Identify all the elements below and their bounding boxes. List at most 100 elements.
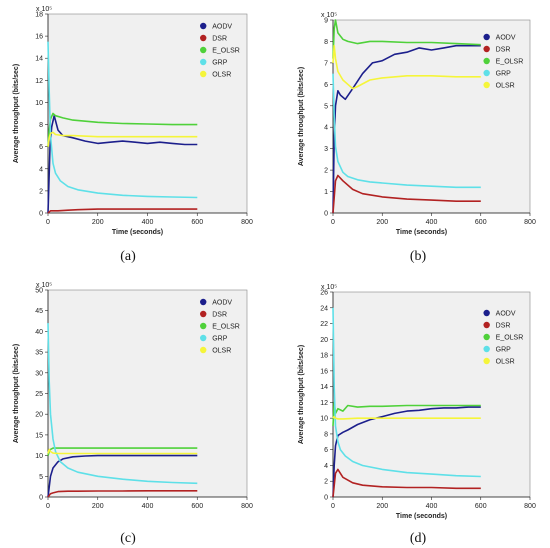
x-tick-label: 600 bbox=[475, 503, 487, 510]
y-tick-label: 0 bbox=[39, 211, 43, 218]
x-tick-label: 800 bbox=[524, 503, 536, 510]
plot-area bbox=[47, 289, 248, 498]
y-tick-label: 5 bbox=[39, 474, 43, 481]
y-tick-label: 9 bbox=[324, 18, 328, 25]
x-tick-label: 600 bbox=[475, 219, 487, 226]
series-line-olsr bbox=[47, 448, 198, 455]
y-tick-label: 3 bbox=[324, 146, 328, 153]
y-tick-label: 30 bbox=[35, 370, 43, 377]
y-tick-label: 35 bbox=[35, 350, 43, 357]
legend-label-aodv: AODV bbox=[496, 35, 516, 42]
x-tick-label: 600 bbox=[191, 219, 203, 226]
axis-multiplier: x 10⁵ bbox=[36, 282, 52, 289]
legend-marker-aodv bbox=[200, 298, 207, 306]
x-tick-label: 600 bbox=[191, 503, 203, 510]
legend-label-e-olsr: E_OLSR bbox=[496, 335, 524, 342]
x-tick-label: 0 bbox=[331, 503, 335, 510]
legend-marker-olsr bbox=[200, 70, 207, 78]
x-tick-label: 0 bbox=[46, 219, 50, 226]
y-axis-label: Average throughput (bits/sec) bbox=[13, 64, 20, 163]
series-line-olsr bbox=[332, 415, 481, 420]
x-tick-label: 200 bbox=[92, 219, 104, 226]
legend-marker-aodv bbox=[483, 309, 490, 317]
legend-label-dsr: DSR bbox=[496, 323, 511, 330]
legend-label-dsr: DSR bbox=[212, 36, 227, 43]
y-tick-label: 2 bbox=[39, 188, 43, 195]
y-tick-label: 12 bbox=[35, 78, 43, 85]
legend-label-e-olsr: E_OLSR bbox=[212, 48, 240, 55]
x-tick-label: 800 bbox=[241, 219, 253, 226]
y-tick-label: 0 bbox=[324, 495, 328, 502]
y-tick-label: 0 bbox=[39, 495, 43, 502]
x-tick-label: 200 bbox=[376, 219, 388, 226]
chart-panel-a: 0 2 4 6 8 10 12 14 16 18 0 200 400 600 800 x 10⁵ Time (s… bbox=[13, 6, 253, 264]
legend-marker-olsr bbox=[483, 81, 490, 89]
y-tick-label: 1 bbox=[324, 189, 328, 196]
legend-label-grp: GRP bbox=[496, 347, 512, 354]
series-line-grp bbox=[332, 73, 481, 189]
x-tick-label: 400 bbox=[426, 219, 438, 226]
legend-marker-dsr bbox=[200, 34, 207, 42]
y-tick-label: 20 bbox=[320, 337, 328, 344]
legend-label-dsr: DSR bbox=[496, 47, 511, 54]
legend-marker-dsr bbox=[200, 310, 207, 318]
series-line-e-olsr bbox=[332, 19, 481, 59]
y-tick-label: 7 bbox=[324, 60, 328, 67]
y-tick-label: 50 bbox=[35, 288, 43, 295]
legend-marker-dsr bbox=[483, 321, 490, 329]
y-tick-label: 15 bbox=[35, 432, 43, 439]
y-tick-label: 16 bbox=[35, 34, 43, 41]
x-tick-label: 200 bbox=[376, 503, 388, 510]
series-line-olsr bbox=[332, 44, 481, 90]
y-tick-label: 22 bbox=[320, 321, 328, 328]
y-axis-label: Average throughput (bits/sec) bbox=[13, 344, 20, 443]
y-tick-label: 10 bbox=[320, 416, 328, 423]
x-tick-label: 400 bbox=[142, 219, 154, 226]
plot-area bbox=[47, 13, 248, 214]
legend-label-dsr: DSR bbox=[212, 312, 227, 319]
series-line-grp bbox=[332, 307, 481, 478]
legend-label-grp: GRP bbox=[212, 60, 228, 67]
x-tick-label: 800 bbox=[524, 219, 536, 226]
legend-label-olsr: OLSR bbox=[212, 348, 231, 355]
y-tick-label: 5 bbox=[324, 103, 328, 110]
legend-marker-grp bbox=[200, 334, 207, 342]
legend-label-aodv: AODV bbox=[496, 311, 516, 318]
y-tick-label: 2 bbox=[324, 168, 328, 175]
y-axis-label: Average throughput (bits/sec) bbox=[298, 67, 305, 166]
y-tick-label: 40 bbox=[35, 329, 43, 336]
legend-label-e-olsr: E_OLSR bbox=[212, 324, 240, 331]
y-tick-label: 4 bbox=[39, 166, 43, 173]
axis-multiplier: x 10⁵ bbox=[321, 12, 337, 19]
y-tick-label: 25 bbox=[35, 391, 43, 398]
y-tick-label: 12 bbox=[320, 400, 328, 407]
series-line-aodv bbox=[332, 44, 481, 214]
legend-label-aodv: AODV bbox=[212, 24, 232, 31]
y-tick-label: 20 bbox=[35, 412, 43, 419]
legend-marker-grp bbox=[200, 58, 207, 66]
x-axis-label: Time (seconds) bbox=[112, 229, 163, 236]
y-tick-label: 14 bbox=[320, 384, 328, 391]
x-axis-label: Time (seconds) bbox=[396, 513, 447, 520]
x-tick-label: 800 bbox=[241, 503, 253, 510]
y-tick-label: 6 bbox=[324, 447, 328, 454]
series-line-aodv bbox=[47, 114, 198, 214]
y-tick-label: 16 bbox=[320, 368, 328, 375]
x-axis-label: Time (seconds) bbox=[396, 229, 447, 236]
legend-marker-aodv bbox=[200, 22, 207, 30]
x-tick-label: 400 bbox=[426, 503, 438, 510]
x-tick-label: 400 bbox=[142, 503, 154, 510]
y-axis-label: Average throughput (bits/sec) bbox=[298, 345, 305, 444]
series-line-olsr bbox=[47, 131, 198, 147]
panel-caption: (a) bbox=[120, 249, 136, 264]
x-tick-label: 200 bbox=[92, 503, 104, 510]
legend-marker-olsr bbox=[483, 357, 490, 365]
series-line-dsr bbox=[47, 489, 198, 498]
chart-panel-b: 0 1 2 3 4 5 6 7 8 9 0 200 400 600 800 x 10⁵ Time (second… bbox=[298, 12, 536, 264]
legend-label-grp: GRP bbox=[212, 336, 228, 343]
legend-marker-grp bbox=[483, 345, 490, 353]
legend-label-grp: GRP bbox=[496, 71, 512, 78]
legend-marker-olsr bbox=[200, 346, 207, 354]
x-tick-label: 0 bbox=[46, 503, 50, 510]
